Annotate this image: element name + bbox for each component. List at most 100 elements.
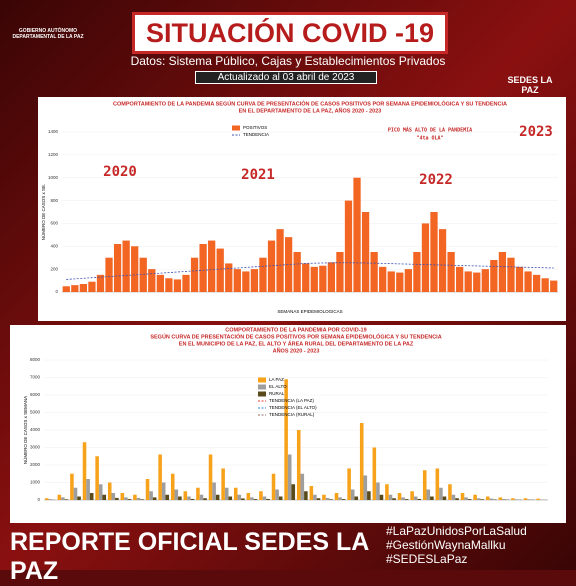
y-tick-label: 6000 bbox=[30, 392, 41, 397]
bar bbox=[108, 483, 112, 501]
bar bbox=[266, 499, 270, 500]
bar bbox=[251, 269, 258, 292]
x-axis-label: SEMANAS EPIDEMIOLOGICAS bbox=[277, 309, 342, 314]
annotation: 2021 bbox=[241, 167, 275, 183]
bar bbox=[140, 499, 144, 500]
y-tick-label: 1000 bbox=[30, 480, 41, 485]
y-axis-label: NÚMERO DE CASOS x SE. bbox=[40, 184, 46, 241]
bar bbox=[276, 229, 283, 292]
chart-title: EN EL MUNICIPIO DE LA PAZ, EL ALTO Y ÁRE… bbox=[179, 340, 414, 347]
bar bbox=[493, 499, 497, 500]
y-tick-label: 7000 bbox=[30, 375, 41, 380]
bar bbox=[452, 495, 456, 500]
bar bbox=[157, 275, 164, 292]
bar bbox=[385, 484, 389, 500]
bar bbox=[162, 483, 166, 501]
bar bbox=[95, 456, 99, 500]
bar bbox=[392, 498, 396, 500]
bar bbox=[272, 474, 276, 500]
bar bbox=[414, 497, 418, 501]
bar bbox=[465, 271, 472, 292]
legend-swatch bbox=[258, 392, 266, 397]
bar bbox=[527, 499, 531, 500]
chart-title: SEGÚN CURVA DE PRESENTACIÓN DE CASOS POS… bbox=[150, 332, 441, 340]
bar bbox=[102, 495, 106, 500]
bar bbox=[58, 495, 62, 500]
y-tick-label: 3000 bbox=[30, 445, 41, 450]
y-tick-label: 200 bbox=[50, 266, 58, 271]
bar bbox=[199, 244, 206, 292]
bar bbox=[86, 479, 90, 500]
bar bbox=[200, 495, 204, 500]
bar bbox=[447, 252, 454, 292]
bar bbox=[499, 252, 506, 292]
bar bbox=[301, 474, 305, 500]
bar bbox=[275, 490, 279, 501]
bar bbox=[70, 474, 74, 500]
y-tick-label: 2000 bbox=[30, 462, 41, 467]
bar bbox=[234, 488, 238, 500]
legend-label: TENDENCIA bbox=[243, 132, 269, 137]
y-tick-label: 8000 bbox=[30, 357, 41, 362]
bar bbox=[146, 479, 150, 500]
bar bbox=[203, 498, 207, 500]
bar bbox=[65, 499, 69, 500]
legend-label: TENDENCIA (RURAL) bbox=[269, 412, 315, 417]
bar bbox=[212, 483, 216, 501]
bar bbox=[238, 495, 242, 500]
bar bbox=[148, 269, 155, 292]
bar bbox=[322, 495, 326, 500]
bar bbox=[297, 430, 301, 500]
bar bbox=[225, 488, 229, 500]
bar bbox=[319, 266, 326, 292]
bar bbox=[410, 491, 414, 500]
bar bbox=[121, 493, 125, 500]
bar bbox=[499, 497, 503, 500]
bar bbox=[133, 495, 137, 500]
bar bbox=[524, 498, 528, 500]
bar bbox=[313, 495, 317, 500]
bar bbox=[241, 498, 245, 500]
bar bbox=[191, 499, 195, 500]
bar bbox=[456, 267, 463, 292]
bar bbox=[196, 488, 200, 500]
bar bbox=[524, 271, 531, 292]
bar bbox=[149, 491, 153, 500]
bar bbox=[360, 423, 364, 500]
bar bbox=[279, 497, 283, 501]
bar bbox=[311, 267, 318, 292]
legend-label: TENDENCIA (LA PAZ) bbox=[269, 398, 314, 403]
bar bbox=[422, 223, 429, 292]
annotation: PICO MÁS ALTO DE LA PANDEMIA bbox=[388, 127, 472, 134]
bar bbox=[413, 252, 420, 292]
bar bbox=[473, 495, 477, 500]
bar bbox=[115, 498, 119, 500]
hashtag: #SEDESLaPaz bbox=[386, 552, 576, 566]
bar bbox=[367, 491, 371, 500]
legend-label: LA PAZ bbox=[269, 377, 284, 382]
bar bbox=[335, 493, 339, 500]
bar bbox=[405, 269, 412, 292]
bar bbox=[77, 497, 81, 501]
bar bbox=[338, 497, 342, 500]
chart-title: AÑOS 2020 - 2023 bbox=[273, 347, 320, 354]
y-tick-label: 1200 bbox=[48, 152, 59, 157]
bar bbox=[74, 488, 78, 500]
bar bbox=[123, 241, 130, 292]
bar bbox=[105, 258, 112, 292]
bar bbox=[174, 279, 181, 292]
bar bbox=[533, 275, 540, 292]
bar bbox=[153, 497, 157, 500]
bar bbox=[351, 490, 355, 501]
bar bbox=[515, 499, 519, 500]
legend-label: POSITIVOS bbox=[243, 125, 267, 130]
bar bbox=[182, 275, 189, 292]
bar bbox=[128, 499, 132, 500]
bar bbox=[443, 497, 447, 501]
bar bbox=[423, 470, 427, 500]
bar bbox=[259, 491, 263, 500]
bar bbox=[234, 269, 241, 292]
bar bbox=[401, 497, 405, 500]
bar bbox=[477, 498, 481, 500]
bar bbox=[242, 271, 249, 292]
